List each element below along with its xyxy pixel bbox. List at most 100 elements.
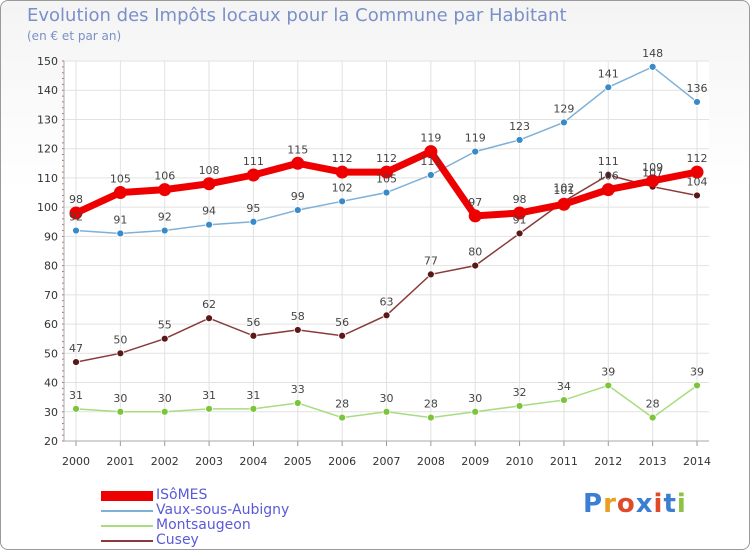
data-point-montsaugeon [160,407,169,416]
data-point-cusey [293,326,302,334]
data-label-vaux-sous-aubigny: 94 [202,205,216,218]
chart-subtitle: (en € et par an) [27,29,122,43]
data-label-montsaugeon: 34 [557,380,571,393]
data-labels: 92 91 92 94 95 99 102 105 111 119 123 129 141 148 136 3… [69,47,708,411]
series-montsaugeon [72,381,701,422]
data-point-vaux-sous-aubigny [426,171,435,179]
data-label-montsaugeon: 33 [291,383,305,396]
data-point-montsaugeon [382,407,391,416]
data-point-is-mes [69,206,83,220]
data-point-is-mes [158,183,172,197]
data-point-montsaugeon [515,402,524,410]
y-tick-label: 140 [37,84,58,97]
data-point-is-mes [513,206,527,220]
data-label-is-mes: 119 [420,132,441,145]
data-point-cusey [604,171,613,179]
data-point-vaux-sous-aubigny [338,197,347,206]
data-label-montsaugeon: 39 [690,365,704,378]
data-point-vaux-sous-aubigny [604,83,613,92]
data-label-vaux-sous-aubigny: 92 [69,211,83,224]
legend-item-isomes: ISôMES [101,488,289,503]
data-label-vaux-sous-aubigny: 119 [465,132,486,145]
data-label-montsaugeon: 28 [646,398,660,411]
y-tick-label: 90 [44,230,58,243]
y-tick-label: 40 [44,377,58,390]
data-label-is-mes: 97 [468,196,482,209]
y-tick-label: 20 [44,435,58,448]
data-label-vaux-sous-aubigny: 141 [598,67,619,80]
data-label-vaux-sous-aubigny: 91 [113,213,127,226]
legend-label-vaux-sous-aubigny: Vaux-sous-Aubigny [156,502,290,518]
legend-item-vaux-sous-aubigny: Vaux-sous-Aubigny [101,503,289,518]
logo-letter: r [603,489,617,519]
data-label-cusey: 104 [687,175,708,188]
logo-letter: x [635,489,654,519]
data-point-montsaugeon [338,413,347,422]
logo-letter: t [663,489,677,519]
data-label-vaux-sous-aubigny: 105 [376,173,397,186]
legend-swatch-cusey [101,539,153,542]
data-point-is-mes [424,145,438,159]
y-tick-label: 150 [37,55,58,68]
data-label-is-mes: 111 [243,155,264,168]
x-tick-label: 2012 [594,455,622,468]
data-point-cusey [72,358,80,366]
legend-item-cusey: Cusey [101,533,289,548]
data-point-cusey [382,311,391,320]
y-tick-label: 50 [44,347,58,360]
data-label-is-mes: 98 [69,193,83,206]
data-point-vaux-sous-aubigny [249,217,258,226]
data-label-cusey: 107 [642,167,663,180]
axes: 20 30 40 50 60 70 80 90 100 110 120 130 140 150 2000 20… [37,55,711,468]
data-point-vaux-sous-aubigny [205,220,213,229]
data-label-cusey: 91 [513,213,527,226]
data-point-vaux-sous-aubigny [471,147,480,156]
data-point-vaux-sous-aubigny [515,136,524,144]
data-label-montsaugeon: 28 [335,398,349,411]
legend-swatch-vaux-sous-aubigny [101,509,153,512]
x-tick-label: 2004 [239,455,267,468]
data-label-montsaugeon: 30 [158,392,172,405]
y-tick-label: 30 [44,406,58,419]
series-layer [69,62,704,422]
data-label-cusey: 56 [246,316,260,329]
data-point-montsaugeon [426,413,435,422]
data-point-is-mes [380,165,393,179]
data-point-vaux-sous-aubigny [560,118,568,127]
data-label-is-mes: 112 [332,152,353,165]
data-point-is-mes [557,197,571,211]
data-point-montsaugeon [249,404,258,413]
legend: ISôMES Vaux-sous-Aubigny Montsaugeon Cus… [101,488,289,548]
x-tick-label: 2008 [417,455,445,468]
y-tick-label: 130 [37,113,58,126]
data-point-cusey [205,314,213,323]
data-point-cusey [693,191,701,200]
data-label-is-mes: 112 [376,152,397,165]
data-label-is-mes: 106 [154,170,175,183]
data-point-cusey [338,331,347,340]
data-label-montsaugeon: 30 [468,392,482,405]
data-label-montsaugeon: 31 [202,389,216,402]
data-label-cusey: 102 [553,181,574,194]
x-tick-label: 2001 [106,455,134,468]
data-label-montsaugeon: 32 [513,386,527,399]
proxiti-logo: Proxiti [583,489,687,519]
data-label-is-mes: 106 [598,170,619,183]
x-tick-label: 2002 [151,455,179,468]
data-point-is-mes [601,183,615,197]
y-tick-label: 70 [44,289,58,302]
data-label-vaux-sous-aubigny: 123 [509,120,530,133]
data-label-vaux-sous-aubigny: 102 [332,181,353,194]
data-label-cusey: 55 [158,319,172,332]
data-point-is-mes [202,177,216,191]
logo-letter: P [583,489,604,519]
x-tick-label: 2009 [461,455,489,468]
legend-swatch-isomes [101,490,153,501]
data-label-cusey: 50 [113,333,127,346]
x-tick-label: 2000 [62,455,90,468]
x-tick-label: 2014 [683,455,711,468]
data-label-vaux-sous-aubigny: 92 [158,211,172,224]
data-label-is-mes: 105 [110,173,131,186]
data-point-vaux-sous-aubigny [693,98,701,106]
y-tick-label: 60 [44,318,58,331]
